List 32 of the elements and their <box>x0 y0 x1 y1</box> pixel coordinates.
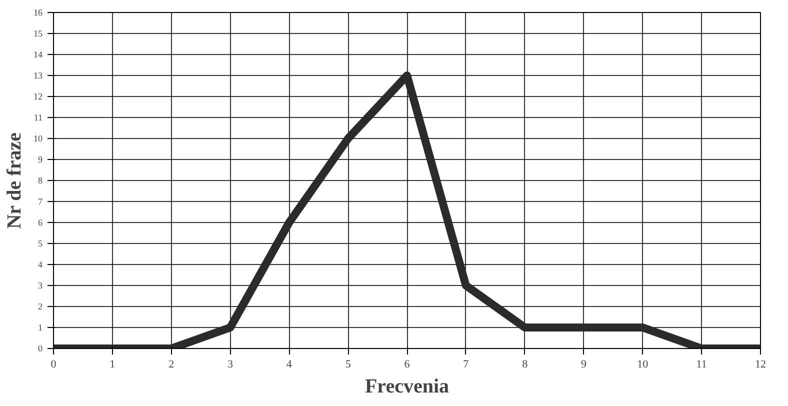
y-tick-label: 12 <box>34 92 42 102</box>
y-tick-label: 1 <box>38 322 42 332</box>
y-tick-label: 14 <box>34 50 43 60</box>
y-axis-title: Nr de fraze <box>4 132 26 229</box>
x-tick-label: 3 <box>228 358 234 370</box>
y-tick-label: 2 <box>38 302 42 312</box>
y-tick-label: 10 <box>34 134 43 144</box>
x-tick-label: 4 <box>286 358 292 370</box>
y-tick-label: 15 <box>34 28 43 38</box>
x-tick-label: 11 <box>696 358 707 370</box>
y-tick-label: 5 <box>38 238 43 248</box>
x-tick-label: 8 <box>522 358 528 370</box>
y-tick-label: 6 <box>38 218 43 228</box>
y-tick-label: 8 <box>38 176 43 186</box>
x-tick-label: 5 <box>345 358 352 370</box>
x-tick-label: 0 <box>50 358 57 370</box>
y-tick-label: 7 <box>38 196 43 206</box>
y-tick-label: 16 <box>34 8 43 18</box>
y-tick-label: 11 <box>34 112 43 122</box>
x-tick-label: 10 <box>637 358 649 370</box>
x-tick-label: 12 <box>755 358 766 370</box>
y-tick-label: 4 <box>38 260 43 270</box>
y-tick-label: 13 <box>34 70 43 80</box>
x-tick-label: 9 <box>581 358 587 370</box>
x-tick-label: 7 <box>463 358 470 370</box>
x-tick-label: 2 <box>168 358 174 370</box>
x-axis-title: Frecvenia <box>364 376 450 398</box>
y-tick-label: 0 <box>38 344 43 354</box>
y-tick-label: 9 <box>38 154 43 164</box>
x-tick-label: 6 <box>404 358 410 370</box>
y-tick-label: 3 <box>38 280 43 290</box>
x-tick-label: 1 <box>110 358 116 370</box>
